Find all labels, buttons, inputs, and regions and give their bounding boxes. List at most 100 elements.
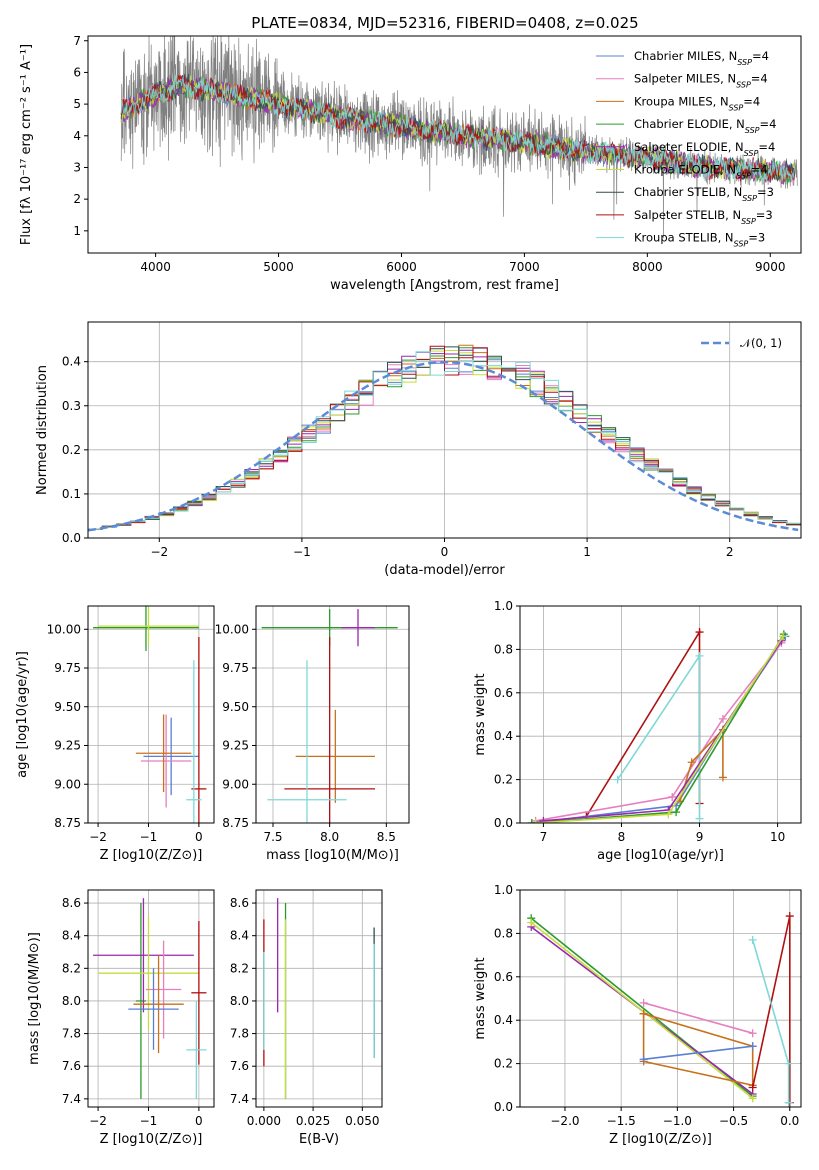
x-tick-label: 0 (441, 545, 449, 559)
y-tick-label: 0.2 (494, 773, 513, 787)
weight-line (643, 1002, 753, 1034)
chart-weight-vs-Z: −2.0 −1.5 −1.0 −0.5 0.0 0.0 0.2 0.4 0.6 0.8 1.0 Z [… (473, 883, 802, 1147)
x-axis-label: wavelength [Angstrom, rest frame] (330, 278, 559, 293)
legend-entry: Kroupa MILES, NSSP=4 (634, 94, 760, 112)
legend-entry: Chabrier MILES, NSSP=4 (634, 49, 769, 67)
y-tick-label: 7.8 (62, 1027, 81, 1041)
y-axis-label: mass [log10(M/M⊙)] (27, 932, 42, 1065)
model-spectrum-line (120, 74, 795, 183)
legend-entry: Salpeter ELODIE, NSSP=4 (634, 140, 775, 158)
chart-mass-vs-ebv: 0.000 0.025 0.050 7.4 7.6 7.8 8.0 8.2 8.4 8.6 E(B-… (230, 889, 383, 1147)
x-tick-label: −2.0 (550, 1114, 579, 1128)
weight-marker (639, 1009, 648, 1018)
weight-marker (748, 1094, 757, 1103)
axes-frame (87, 605, 215, 824)
weight-marker (785, 912, 794, 921)
y-tick-label: 7.4 (62, 1092, 81, 1106)
legend-entry: 𝒩(0, 1) (740, 336, 782, 350)
weight-marker (718, 773, 727, 782)
y-tick-label: 8.75 (54, 816, 81, 830)
legend: 𝒩(0, 1) (701, 336, 782, 350)
weight-line (531, 635, 787, 823)
y-tick-label: 7.6 (62, 1059, 81, 1073)
weight-line (643, 1045, 753, 1061)
x-tick-label: 8000 (632, 260, 663, 274)
weight-line (543, 640, 783, 822)
x-tick-label: 8.5 (377, 830, 396, 844)
weight-line (535, 642, 783, 822)
weight-marker (672, 808, 681, 817)
y-tick-label: 8.4 (62, 929, 81, 943)
model-spectrum-line (120, 75, 796, 183)
chart-age-vs-Z: −2 −1 0 8.75 9.00 9.25 9.50 9.75 10.00 Z [log10(Z… (15, 605, 215, 863)
x-tick-label: 8.0 (320, 830, 339, 844)
x-tick-label: −1 (140, 1114, 158, 1128)
x-axis-label: mass [log10(M/M⊙)] (266, 848, 399, 863)
y-tick-label: 6 (73, 65, 81, 79)
x-tick-label: 0.025 (296, 1114, 330, 1128)
weight-marker (687, 758, 696, 767)
legend-entry: Kroupa STELIB, NSSP=3 (634, 231, 765, 249)
x-tick-label: −2 (150, 545, 168, 559)
y-tick-label: 8.0 (230, 994, 249, 1008)
x-axis-label: E(B-V) (299, 1132, 339, 1147)
y-tick-label: 8.4 (230, 929, 249, 943)
plot-area (120, 36, 798, 239)
x-tick-label: −1 (140, 830, 158, 844)
weight-marker (539, 816, 548, 823)
y-tick-label: 8.75 (222, 816, 249, 830)
x-tick-label: −1 (293, 545, 311, 559)
y-tick-label: 8.2 (230, 961, 249, 975)
weight-marker (531, 819, 540, 823)
y-tick-label: 9.75 (54, 661, 81, 675)
weight-marker (613, 775, 622, 784)
y-tick-label: 0.0 (62, 531, 81, 545)
x-axis-label: Z [log10(Z/Z⊙)] (100, 848, 203, 863)
chart-residuals: 𝒩(0, 1) −2 −1 0 1 2 0.0 0.1 0.2 0.3 0.4 (data-model… (35, 321, 802, 578)
chart-age-vs-mass: 7.5 8.0 8.5 8.75 9.00 9.25 9.50 9.75 10.00 mass [… (215, 605, 410, 863)
chart-weight-vs-age: 7 8 9 10 0.0 0.2 0.4 0.6 0.8 1.0 age [log10(age/yr… (473, 599, 802, 863)
y-tick-label: 9.00 (222, 777, 249, 791)
axes-frame (87, 889, 215, 1108)
y-tick-label: 7.4 (230, 1092, 249, 1106)
axes-frame (519, 889, 802, 1108)
x-tick-label: 0.0 (780, 1114, 799, 1128)
weight-line (531, 633, 785, 823)
x-tick-label: 10 (770, 830, 785, 844)
figure-title: PLATE=0834, MJD=52316, FIBERID=0408, z=0… (251, 14, 638, 32)
y-tick-label: 9.50 (54, 700, 81, 714)
weight-marker (695, 814, 704, 823)
chart-spectrum: Chabrier MILES, NSSP=4 Salpeter MILES, NS… (19, 34, 802, 293)
y-tick-label: 1.0 (494, 883, 513, 897)
y-tick-label: 0.2 (494, 1057, 513, 1071)
y-axis-label: Flux [fλ 10⁻¹⁷ erg cm⁻² s⁻¹ A⁻¹] (19, 44, 34, 245)
y-tick-label: 7.8 (230, 1027, 249, 1041)
weight-marker (748, 1083, 757, 1092)
y-tick-label: 8.2 (62, 961, 81, 975)
chart-mass-vs-Z: −2 −1 0 7.4 7.6 7.8 8.0 8.2 8.4 8.6 Z [log10(Z/Z⊙)… (27, 889, 215, 1147)
x-tick-label: −2 (89, 1114, 107, 1128)
x-tick-label: 0 (195, 1114, 203, 1128)
y-tick-label: 7.6 (230, 1059, 249, 1073)
x-tick-label: 9 (696, 830, 704, 844)
y-tick-label: 0.8 (494, 926, 513, 940)
y-tick-label: 0.0 (494, 816, 513, 830)
x-tick-label: 5000 (263, 260, 294, 274)
plot-area (263, 898, 375, 1099)
plot-area (527, 628, 790, 823)
weight-marker (527, 819, 536, 823)
y-tick-label: 1.0 (494, 599, 513, 613)
y-tick-label: 8.6 (230, 896, 249, 910)
y-tick-label: 0.6 (494, 970, 513, 984)
weight-line (535, 635, 784, 823)
weight-marker (527, 918, 536, 927)
legend: Chabrier MILES, NSSP=4 Salpeter MILES, NS… (596, 49, 776, 248)
x-tick-label: 8 (618, 830, 626, 844)
y-axis-label: mass weight (473, 673, 488, 755)
y-tick-label: 5 (73, 97, 81, 111)
y-tick-label: 3 (73, 160, 81, 174)
weight-line (530, 921, 754, 1099)
y-tick-label: 4 (73, 129, 81, 143)
y-tick-label: 8.0 (62, 994, 81, 1008)
